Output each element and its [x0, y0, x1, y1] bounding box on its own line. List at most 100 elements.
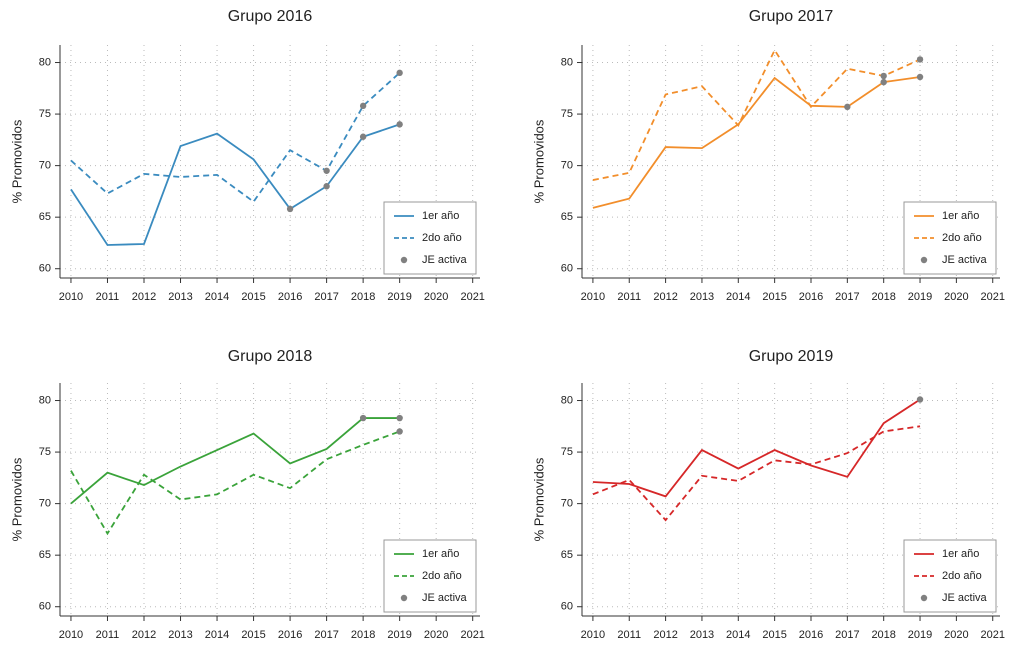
je-point	[359, 414, 367, 422]
x-tick-label: 2018	[871, 629, 895, 641]
legend-label: 1er año	[422, 210, 459, 222]
je-point	[323, 167, 330, 174]
series-line	[70, 417, 400, 505]
legend-box	[383, 539, 477, 613]
chart-title: Grupo 2016	[228, 8, 313, 25]
x-tick-label: 2010	[59, 291, 83, 303]
x-tick-label: 2012	[132, 629, 156, 641]
y-tick-label: 60	[561, 263, 573, 275]
legend-label: JE activa	[942, 254, 988, 266]
x-tick-label: 2016	[278, 629, 302, 641]
legend-label: 2do año	[942, 232, 982, 244]
x-tick-label: 2021	[980, 291, 1004, 303]
je-point	[396, 414, 403, 422]
series-line	[70, 430, 400, 536]
y-tick-label: 75	[561, 446, 573, 458]
x-tick-label: 2018	[871, 291, 895, 303]
x-tick-label: 2014	[726, 629, 750, 641]
x-tick-label: 2018	[351, 291, 375, 303]
series-line	[592, 76, 921, 209]
x-tick-label: 2017	[835, 629, 859, 641]
x-tick-label: 2015	[762, 629, 786, 641]
je-point	[880, 72, 887, 80]
series-line	[592, 48, 921, 181]
x-tick-label: 2016	[278, 291, 302, 303]
x-tick-label: 2019	[908, 291, 932, 303]
y-tick-label: 75	[39, 108, 51, 120]
series-line	[592, 398, 921, 498]
y-tick-label: 60	[39, 263, 51, 275]
x-tick-label: 2015	[241, 629, 265, 641]
legend-box	[903, 201, 997, 275]
y-tick-label: 65	[561, 211, 573, 223]
x-tick-label: 2013	[690, 291, 714, 303]
je-point	[916, 396, 924, 403]
je-point	[396, 121, 403, 128]
legend-box	[903, 539, 997, 613]
x-tick-label: 2012	[132, 291, 156, 303]
x-tick-label: 2021	[460, 291, 484, 303]
y-tick-label: 65	[39, 549, 51, 561]
je-point	[396, 428, 403, 435]
x-tick-label: 2016	[799, 291, 823, 303]
legend: 1er año 2do año JE activa	[903, 201, 997, 275]
x-tick-label: 2020	[944, 629, 968, 641]
x-tick-label: 2011	[617, 291, 641, 303]
x-tick-label: 2018	[351, 629, 375, 641]
legend-marker	[400, 594, 408, 602]
y-tick-label: 60	[39, 601, 51, 613]
y-tick-label: 70	[561, 160, 573, 172]
je-point	[359, 102, 367, 110]
x-tick-label: 2015	[241, 291, 265, 303]
legend-marker	[920, 256, 928, 264]
je-point	[844, 103, 851, 111]
legend-label: 1er año	[942, 210, 979, 222]
x-tick-label: 2019	[908, 629, 932, 641]
x-tick-label: 2017	[314, 291, 338, 303]
x-tick-label: 2012	[653, 629, 677, 641]
legend: 1er año 2do año JE activa	[903, 539, 997, 613]
je-point	[916, 73, 924, 81]
x-tick-label: 2015	[762, 291, 786, 303]
x-tick-label: 2011	[617, 629, 641, 641]
y-tick-label: 80	[561, 56, 573, 68]
x-tick-label: 2011	[96, 291, 120, 303]
x-tick-label: 2013	[168, 291, 192, 303]
x-tick-label: 2021	[980, 629, 1004, 641]
x-tick-label: 2014	[205, 291, 229, 303]
y-tick-label: 80	[39, 394, 51, 406]
y-tick-label: 70	[39, 498, 51, 510]
panel: Grupo 2016 % Promovidos 60 65 70 75 80 2010 2011…	[9, 8, 485, 303]
legend: 1er año 2do año JE activa	[383, 201, 477, 275]
legend-label: 2do año	[422, 232, 462, 244]
x-tick-label: 2016	[799, 629, 823, 641]
series-line	[592, 425, 921, 522]
legend-label: JE activa	[942, 592, 988, 604]
panel: Grupo 2017 % Promovidos 60 65 70 75 80 2010 2011…	[531, 8, 1005, 303]
legend-label: 1er año	[942, 548, 979, 560]
y-tick-label: 75	[39, 446, 51, 458]
je-point	[323, 183, 330, 190]
x-tick-label: 2019	[387, 629, 411, 641]
x-tick-label: 2020	[424, 629, 448, 641]
legend-label: 2do año	[422, 570, 462, 582]
y-tick-label: 70	[561, 498, 573, 510]
y-axis-label: % Promovidos	[531, 119, 546, 203]
legend-label: 2do año	[942, 570, 982, 582]
y-axis-label: % Promovidos	[9, 119, 24, 203]
x-tick-label: 2010	[581, 629, 605, 641]
legend-marker	[920, 594, 928, 602]
x-tick-label: 2012	[653, 291, 677, 303]
x-tick-label: 2021	[460, 629, 484, 641]
x-tick-label: 2020	[944, 291, 968, 303]
y-tick-label: 65	[561, 549, 573, 561]
x-tick-label: 2010	[59, 629, 83, 641]
x-tick-label: 2014	[726, 291, 750, 303]
je-point	[286, 205, 294, 213]
x-tick-label: 2013	[690, 629, 714, 641]
legend-label: JE activa	[422, 592, 468, 604]
x-tick-label: 2020	[424, 291, 448, 303]
panel: Grupo 2019 % Promovidos 60 65 70 75 80 2010 2011…	[531, 348, 1005, 641]
chart-title: Grupo 2017	[749, 8, 834, 25]
